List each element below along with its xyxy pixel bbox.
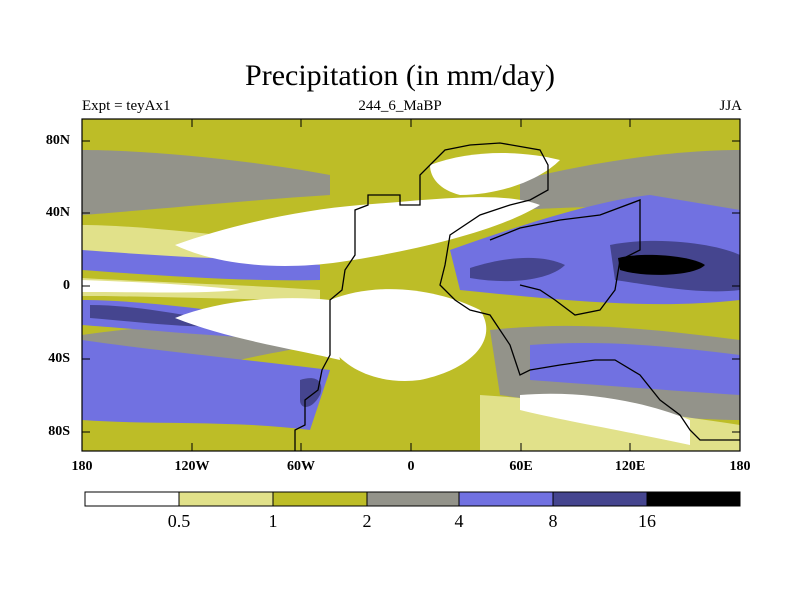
colorbar-label: 0.5 [167,511,191,531]
tick-marks [82,119,740,451]
dry-region-south-pacific [175,298,340,360]
x-tick-label: 120W [174,459,210,474]
experiment-label: Expt = teyAx1 [82,98,171,114]
y-tick-label: 0 [63,278,70,293]
dry-region-africa [330,289,487,381]
black-core [618,254,705,275]
colorbar-swatch [552,491,648,507]
colorbar-swatch [646,491,741,507]
colorbar-label: 2 [362,511,372,531]
blue-band-east-south [530,343,740,395]
continent-outline [294,142,740,451]
continent-outline-east [489,199,641,316]
x-tick-label: 180 [729,459,751,474]
dry-region-northeast [430,153,560,195]
y-tick-label: 40S [48,351,70,366]
colorbar-label: 1 [268,511,278,531]
x-tick-label: 0 [407,459,415,474]
y-tick-label: 40N [45,205,70,220]
y-tick-label: 80N [45,133,70,148]
x-tick-label: 120E [614,459,646,474]
x-tick-label: 180 [71,459,93,474]
y-tick-label: 80S [48,424,70,439]
dark-core-west-pacific [470,257,565,282]
season-label: JJA [719,98,742,114]
dry-band-equator [82,280,240,293]
colorbar-label: 8 [548,511,558,531]
grey-band-north [82,150,330,215]
colorbar-label: 4 [454,511,464,531]
colorbar-label: 16 [638,511,656,531]
x-tick-label: 60E [509,459,533,474]
dry-region-north [175,197,540,266]
blue-band-sw [82,340,330,430]
period-label: 244_6_MaBP [358,98,442,114]
x-tick-label: 60W [287,459,315,474]
colorbar-swatch [458,491,554,507]
colorbar-swatch [84,491,180,507]
colorbar-swatch [272,491,368,507]
plot-title: Precipitation (in mm/day) [245,59,555,92]
colorbar-swatch [178,491,274,507]
dry-region-southeast [520,393,690,445]
contour-fields [82,119,740,451]
grey-band-east-north [520,150,740,215]
colorbar-swatch [366,491,460,507]
colorbar [84,491,741,507]
